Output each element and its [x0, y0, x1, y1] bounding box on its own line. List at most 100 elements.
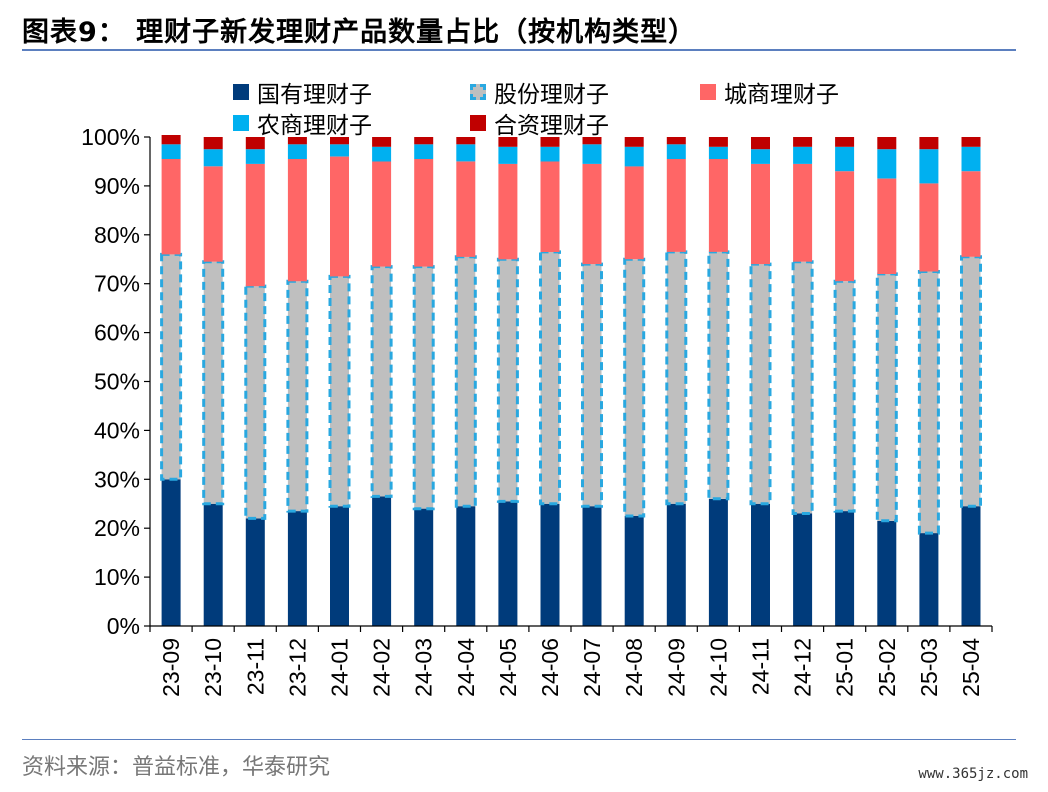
bar-segment-25-03-s1: [917, 270, 940, 535]
bar-segment-23-09-s4: [161, 135, 181, 145]
x-tick-label: 24-02: [369, 638, 395, 697]
y-tick-label: 10%: [94, 564, 140, 590]
legend-swatch: [700, 84, 716, 100]
bar-segment-23-10-s2: [203, 166, 223, 262]
bar-segment-25-02-s4: [877, 137, 897, 150]
y-tick-label: 60%: [94, 320, 140, 346]
bar-segment-24-03-s1: [412, 265, 435, 511]
bar-segment-24-04-s1: [454, 255, 477, 508]
bar-segment-24-07-s0: [582, 506, 602, 626]
x-tick-label: 25-04: [958, 638, 984, 697]
bar-segment-24-02-s4: [372, 137, 392, 147]
x-tick-label: 24-01: [326, 638, 352, 697]
bar-segment-23-12-s2: [287, 159, 307, 282]
bar-segment-23-11-s4: [245, 137, 265, 150]
bar-segment-24-03-s0: [414, 508, 434, 626]
x-tick-label: 24-09: [663, 638, 689, 697]
x-tick-label: 24-12: [790, 638, 816, 697]
bar-segment-24-09-s0: [666, 503, 686, 627]
x-tick-label: 23-11: [242, 638, 268, 695]
bar-segment-23-10-s0: [203, 503, 223, 627]
legend-item: 合资理财子: [470, 110, 609, 139]
bar-segment-24-05-s0: [498, 501, 518, 626]
y-tick-label: 70%: [94, 271, 140, 297]
bar-segment-23-09-s1: [160, 252, 183, 481]
bar-segment-23-12-s0: [287, 511, 307, 626]
bar-segment-24-04-s3: [456, 144, 476, 162]
legend-label: 合资理财子: [494, 113, 609, 139]
bar-segment-24-07-s4: [582, 137, 602, 145]
bar-segment-24-10-s4: [708, 137, 728, 147]
bar-segment-24-11-s0: [751, 503, 770, 627]
bar-segment-24-08-s1: [623, 257, 646, 518]
legend-item: 农商理财子: [233, 110, 372, 139]
bar-segment-24-05-s1: [496, 257, 519, 503]
y-tick-label: 100%: [81, 124, 140, 150]
bar-segment-25-02-s0: [877, 520, 897, 626]
x-tick-label: 24-08: [621, 638, 647, 697]
legend-label: 城商理财子: [724, 82, 839, 108]
bar-segment-24-12-s1: [791, 260, 814, 516]
x-tick-label: 23-09: [158, 638, 184, 697]
watermark-text: www.365jz.com: [918, 766, 1028, 782]
bar-segment-23-12-s4: [287, 137, 307, 145]
x-tick-label: 24-03: [411, 638, 437, 697]
x-tick-label: 25-02: [874, 638, 900, 697]
x-tick-label: 23-12: [284, 638, 310, 697]
bar-segment-25-04-s0: [961, 506, 981, 626]
legend-swatch: [233, 115, 249, 131]
bar-segment-25-01-s0: [835, 511, 855, 626]
x-tick-label: 23-10: [200, 638, 226, 697]
bar-segment-24-12-s0: [793, 513, 813, 626]
bar-segment-25-01-s4: [835, 137, 855, 147]
bar-segment-23-09-s0: [161, 479, 181, 626]
figure-title: 图表9： 理财子新发理财产品数量占比（按机构类型）: [22, 17, 697, 48]
bar-segment-24-06-s3: [540, 146, 560, 162]
bar-segment-24-11-s1: [749, 262, 772, 506]
bar-segment-25-03-s4: [919, 137, 939, 150]
bar-segment-24-02-s0: [372, 496, 392, 626]
bar-segment-24-08-s3: [624, 146, 644, 167]
x-tick-label: 24-06: [537, 638, 563, 697]
bar-segment-24-08-s0: [624, 516, 644, 626]
bar-segment-25-03-s0: [919, 533, 939, 626]
bar-segment-24-08-s4: [624, 137, 644, 147]
bar-segment-24-09-s3: [666, 144, 686, 159]
bar-segment-25-03-s2: [919, 183, 939, 272]
bar-segment-24-05-s3: [498, 146, 518, 164]
y-tick-label: 0%: [107, 613, 140, 639]
legend-label: 国有理财子: [257, 82, 372, 108]
legend-item: 城商理财子: [700, 79, 839, 108]
y-tick-label: 80%: [94, 222, 140, 248]
bar-segment-24-01-s2: [330, 156, 349, 277]
bar-segment-23-11-s1: [244, 284, 267, 520]
bar-layer: [160, 135, 982, 627]
x-tick-label: 24-05: [495, 638, 521, 697]
bar-segment-23-10-s3: [203, 149, 223, 167]
bar-segment-24-02-s2: [372, 161, 392, 267]
bar-segment-23-09-s2: [161, 159, 181, 255]
bar-segment-23-09-s3: [161, 144, 181, 159]
y-tick-label: 50%: [94, 369, 140, 395]
y-tick-label: 30%: [94, 466, 140, 492]
y-tick-label: 20%: [94, 515, 140, 541]
axes-layer: 0% 10% 20% 30% 40% 50% 60% 70% 80% 90% 100% 23-09 23…: [81, 124, 993, 697]
legend-label: 股份理财子: [494, 82, 609, 108]
y-tick-label: 90%: [94, 173, 140, 199]
bar-segment-25-01-s2: [835, 171, 855, 282]
bar-segment-25-01-s1: [833, 279, 856, 513]
bar-segment-24-12-s3: [793, 146, 813, 164]
x-tick-label: 24-11: [747, 638, 773, 695]
bar-segment-24-01-s4: [330, 137, 349, 145]
bar-segment-23-11-s3: [245, 149, 265, 164]
source-note: 资料来源：普益标准，华泰研究: [22, 755, 331, 780]
bar-segment-25-04-s1: [960, 255, 982, 508]
bar-segment-24-06-s0: [540, 503, 560, 627]
bar-segment-24-10-s2: [708, 159, 728, 252]
source-divider: [22, 739, 1016, 740]
bar-segment-24-04-s0: [456, 506, 476, 626]
bar-segment-24-03-s4: [414, 137, 434, 145]
bar-segment-24-05-s4: [498, 137, 518, 147]
bar-segment-24-01-s0: [330, 506, 349, 626]
bar-segment-25-02-s1: [875, 272, 898, 523]
